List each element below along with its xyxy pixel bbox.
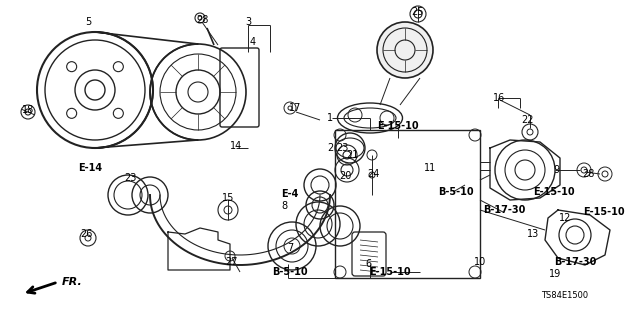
Text: 21: 21 [346, 150, 358, 160]
Text: 10: 10 [474, 257, 486, 267]
Text: 19: 19 [549, 269, 561, 279]
Text: 1: 1 [327, 113, 333, 123]
Text: 6: 6 [365, 259, 371, 269]
Text: 17: 17 [289, 103, 301, 113]
Text: 14: 14 [230, 141, 242, 151]
Text: E-15-10: E-15-10 [377, 121, 419, 131]
Text: 9: 9 [553, 165, 559, 175]
Text: 22: 22 [521, 115, 533, 125]
Text: FR.: FR. [62, 277, 83, 287]
Text: 25: 25 [412, 7, 424, 17]
Text: B-5-10: B-5-10 [438, 187, 474, 197]
Text: B-17-30: B-17-30 [554, 257, 596, 267]
Text: 13: 13 [527, 229, 539, 239]
Text: B-17-30: B-17-30 [483, 205, 525, 215]
Text: E-15-10: E-15-10 [369, 267, 411, 277]
Text: 5: 5 [85, 17, 91, 27]
Text: 12: 12 [559, 213, 571, 223]
Circle shape [377, 22, 433, 78]
Text: 23: 23 [124, 173, 136, 183]
Text: 2: 2 [327, 143, 333, 153]
Text: 16: 16 [493, 93, 505, 103]
Text: 26: 26 [80, 229, 92, 239]
Text: 24: 24 [367, 169, 379, 179]
Text: 27: 27 [226, 257, 238, 267]
Text: 23: 23 [336, 143, 348, 153]
Text: 8: 8 [281, 201, 287, 211]
Text: E-15-10: E-15-10 [533, 187, 575, 197]
Text: 20: 20 [339, 171, 351, 181]
Text: 28: 28 [196, 15, 208, 25]
Bar [335, 130, 480, 278]
Text: B-5-10: B-5-10 [272, 267, 308, 277]
Text: E-15-10: E-15-10 [583, 207, 625, 217]
Text: E-4: E-4 [282, 189, 299, 199]
Text: 15: 15 [222, 193, 234, 203]
Text: 3: 3 [245, 17, 251, 27]
Text: TS84E1500: TS84E1500 [541, 292, 588, 300]
Text: E-14: E-14 [78, 163, 102, 173]
Text: 7: 7 [287, 243, 293, 253]
Text: 4: 4 [250, 37, 256, 47]
Text: 18: 18 [22, 105, 34, 115]
Text: 28: 28 [582, 169, 594, 179]
Text: 11: 11 [424, 163, 436, 173]
